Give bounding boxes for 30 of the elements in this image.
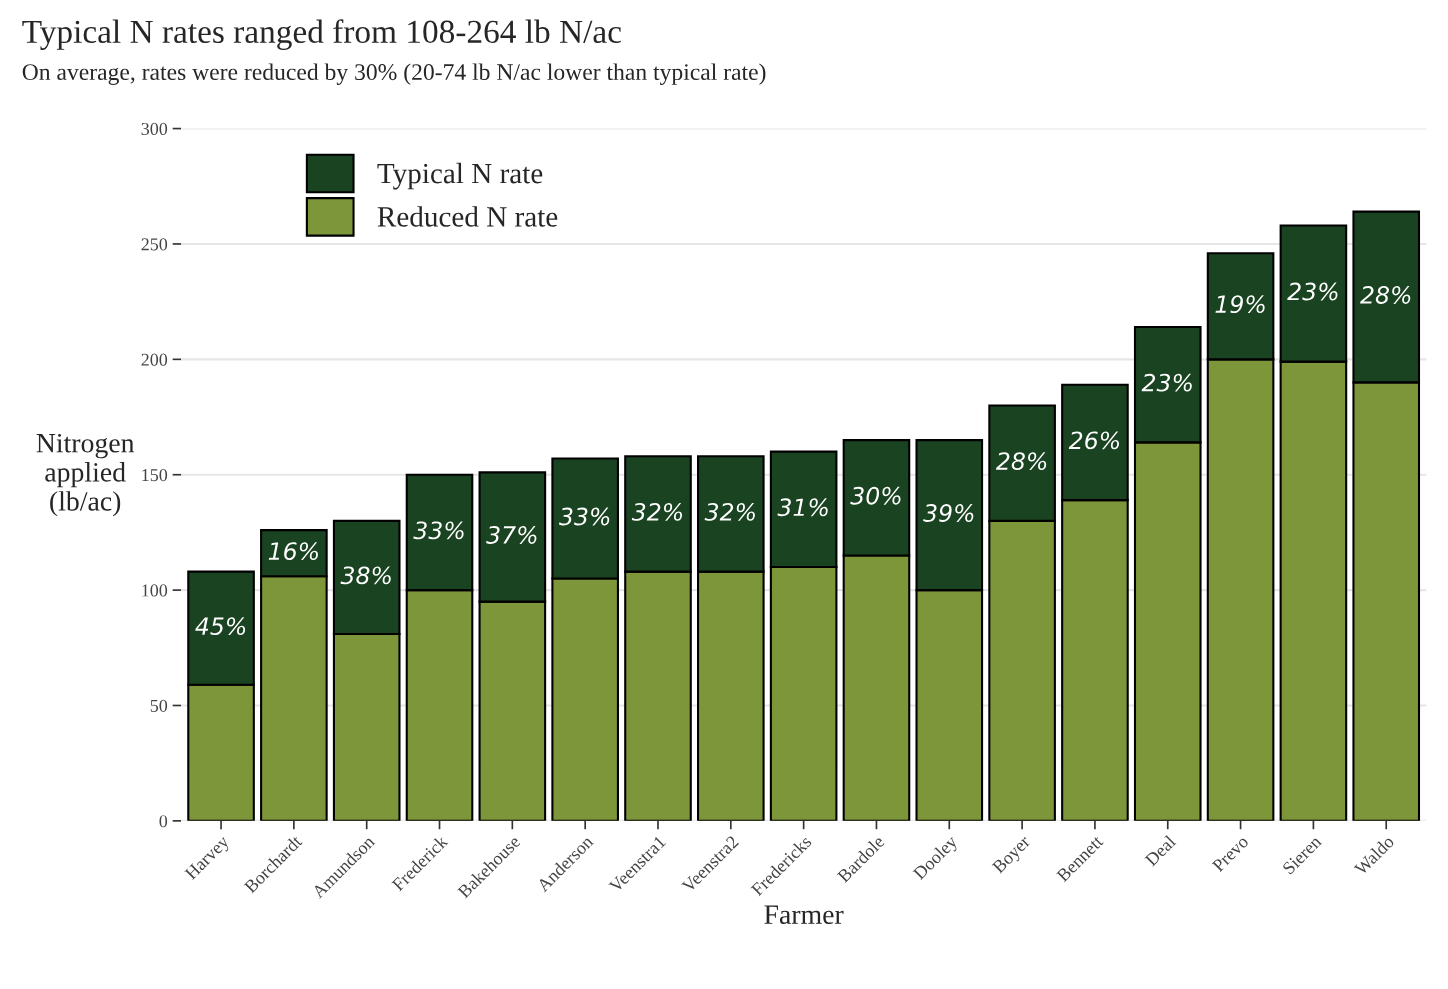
y-tick-label: 0 xyxy=(159,815,168,828)
annotation: 23% xyxy=(1287,282,1338,301)
annotation: 31% xyxy=(777,498,828,517)
y-axis-title: Nitrogen applied (lb/ac) xyxy=(36,433,135,517)
annotation: 32% xyxy=(631,502,683,521)
annotation: 39% xyxy=(923,504,974,522)
annotation: 32% xyxy=(704,502,755,521)
annotation: 33% xyxy=(558,507,610,526)
y-tick-label: 100 xyxy=(142,584,168,597)
annotation: 37% xyxy=(486,526,537,544)
y-tick-label: 250 xyxy=(141,238,168,251)
annotation: 30% xyxy=(850,486,901,505)
y-tick-label: 150 xyxy=(142,468,168,482)
annotation: 16% xyxy=(268,542,318,561)
annotation: 45% xyxy=(195,617,246,636)
legend-label: Typical N rate xyxy=(377,162,543,190)
x-axis-title: Farmer xyxy=(764,905,844,925)
annotation: 28% xyxy=(1360,286,1411,304)
legend-label: Reduced N rate xyxy=(377,206,558,227)
y-tick-label: 300 xyxy=(141,122,168,136)
chart-title: Typical N rates ranged from 108-264 lb N/ac xyxy=(22,19,621,50)
annotation: 26% xyxy=(1068,431,1120,450)
y-tick-label: 50 xyxy=(150,699,168,712)
annotation: 23% xyxy=(1141,373,1192,392)
annotation: 19% xyxy=(1215,295,1265,314)
annotation: 28% xyxy=(995,452,1047,471)
annotation: 38% xyxy=(340,566,391,585)
y-tick-label: 200 xyxy=(141,353,168,366)
annotation: 33% xyxy=(413,521,464,540)
chart-subtitle: On average, rates were reduced by 30% (20-74 lb N/ac lower than typical rate) xyxy=(22,63,766,85)
